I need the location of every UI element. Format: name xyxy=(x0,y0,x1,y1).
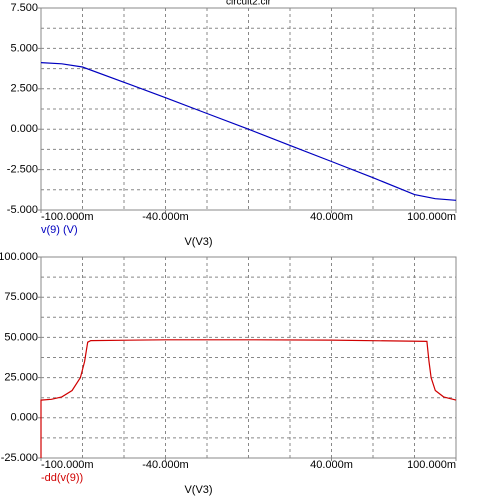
y-tick-label: 75.000 xyxy=(4,291,38,303)
chart-title: circuit2.cir xyxy=(226,0,272,8)
y-tick-label: 0.000 xyxy=(10,123,38,135)
legend-label: v(9) (V) xyxy=(41,224,78,236)
y-tick-label: 7.500 xyxy=(10,2,38,14)
x-tick-label: 100.000m xyxy=(407,211,456,223)
y-tick-label: -2.500 xyxy=(7,164,38,176)
y-tick-label: -5.000 xyxy=(7,204,38,216)
x-tick-label: -100.000m xyxy=(41,459,94,471)
y-tick-label: 100.000 xyxy=(0,251,38,263)
x-tick-label: -40.000m xyxy=(142,459,188,471)
series-line xyxy=(40,62,457,201)
x-tick-label: 100.000m xyxy=(407,459,456,471)
x-tick-label: -40.000m xyxy=(142,211,188,223)
x-tick-label: -100.000m xyxy=(41,211,94,223)
x-axis-label: V(V3) xyxy=(184,236,212,248)
plot-frame xyxy=(40,7,457,211)
y-tick-label: 2.500 xyxy=(10,83,38,95)
y-tick-label: -25.000 xyxy=(1,452,38,464)
y-tick-label: 0.000 xyxy=(10,412,38,424)
series-line xyxy=(40,339,457,458)
x-tick-label: 40.000m xyxy=(310,459,353,471)
x-tick-label: 40.000m xyxy=(310,211,353,223)
y-tick-label: 25.000 xyxy=(4,372,38,384)
x-axis-label: V(V3) xyxy=(184,484,212,496)
legend-label: -dd(v(9)) xyxy=(41,472,83,484)
plot-frame xyxy=(40,256,457,459)
y-tick-label: 50.000 xyxy=(4,331,38,343)
y-tick-label: 5.000 xyxy=(10,42,38,54)
